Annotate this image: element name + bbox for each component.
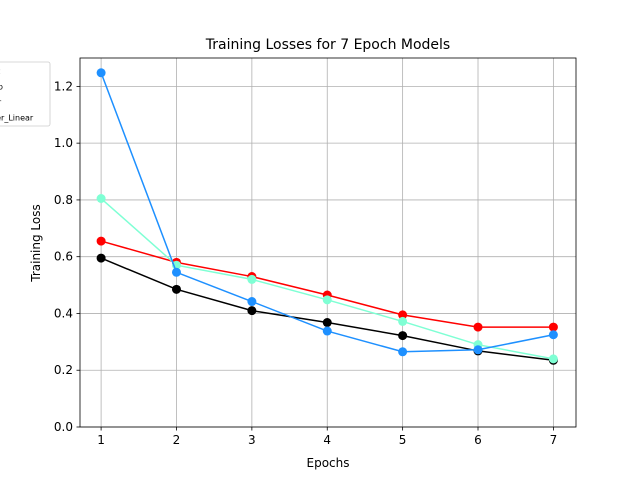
y-tick-label: 0.0	[54, 420, 73, 434]
data-point	[548, 322, 558, 332]
legend: steperrer_Linear	[0, 61, 51, 127]
x-tick-label: 4	[323, 433, 331, 447]
data-point	[473, 322, 483, 332]
tick-layer: 1 2 3 4 5 6 7 0.0 0.2 0.4 0.6 0.8 1.0 1.2	[54, 79, 557, 447]
x-tick-label: 2	[173, 433, 181, 447]
data-point	[171, 267, 181, 277]
legend-item: ep	[0, 83, 3, 92]
data-point	[398, 347, 408, 357]
data-point	[473, 345, 483, 355]
y-tick-label: 1.0	[54, 136, 73, 150]
data-point	[247, 297, 257, 307]
data-point	[398, 331, 408, 341]
data-point	[96, 194, 106, 204]
x-tick-label: 1	[97, 433, 105, 447]
legend-label: ep	[0, 83, 3, 92]
data-point	[247, 306, 257, 316]
data-point	[398, 316, 408, 326]
legend-label: rer_Linear	[0, 114, 34, 123]
x-tick-label: 6	[474, 433, 482, 447]
x-tick-label: 5	[399, 433, 407, 447]
legend-box	[0, 61, 51, 127]
y-tick-label: 0.2	[54, 363, 73, 377]
series-3	[96, 68, 558, 357]
y-axis-label: Training Loss	[29, 204, 43, 282]
data-point	[548, 330, 558, 340]
data-point	[247, 274, 257, 284]
data-point	[96, 253, 106, 263]
x-tick-label: 3	[248, 433, 256, 447]
series-2	[96, 194, 558, 364]
legend-item: rer_Linear	[0, 114, 34, 123]
y-tick-label: 0.4	[54, 306, 73, 320]
series-layer	[96, 68, 558, 365]
y-tick-label: 1.2	[54, 79, 73, 93]
data-point	[322, 318, 332, 328]
grid-layer	[80, 58, 576, 428]
data-point	[322, 295, 332, 305]
data-point	[96, 236, 106, 246]
data-point	[548, 354, 558, 364]
data-point	[398, 310, 408, 320]
chart-title: Training Losses for 7 Epoch Models	[205, 37, 450, 53]
legend-item: er	[0, 98, 2, 107]
data-point	[322, 326, 332, 336]
data-point	[171, 284, 181, 294]
data-point	[96, 68, 106, 78]
x-axis-label: Epochs	[307, 456, 350, 470]
x-tick-label: 7	[550, 433, 558, 447]
y-tick-label: 0.8	[54, 193, 73, 207]
y-tick-label: 0.6	[54, 250, 73, 264]
plot-frame	[79, 57, 577, 428]
legend-label: er	[0, 98, 2, 107]
